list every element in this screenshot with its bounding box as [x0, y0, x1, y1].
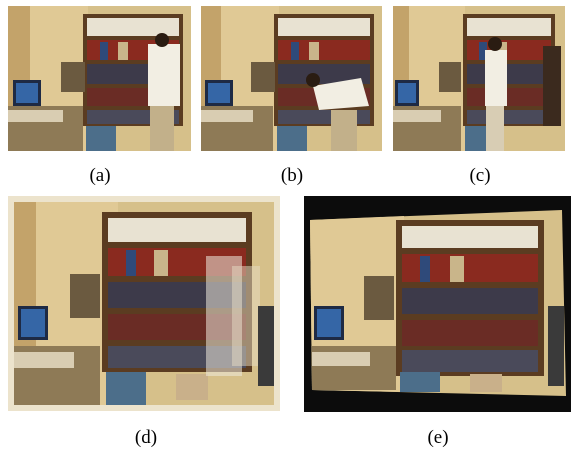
- frame-panel-c: [393, 6, 565, 151]
- mosaic-scene-e: [304, 196, 571, 412]
- caption-c: (c): [469, 165, 491, 186]
- caption-d: (d): [134, 427, 158, 448]
- frame-panel-e: [304, 196, 571, 412]
- frame-panel-d: [8, 196, 280, 411]
- office-scene-c: [393, 6, 565, 151]
- caption-a: (a): [89, 165, 111, 186]
- frame-panel-a: [8, 6, 191, 151]
- office-scene-a: [8, 6, 191, 151]
- caption-e: (e): [427, 427, 449, 448]
- office-scene-b: [201, 6, 382, 151]
- caption-b: (b): [280, 165, 304, 186]
- frame-panel-b: [201, 6, 382, 151]
- composite-scene-d: [8, 196, 280, 411]
